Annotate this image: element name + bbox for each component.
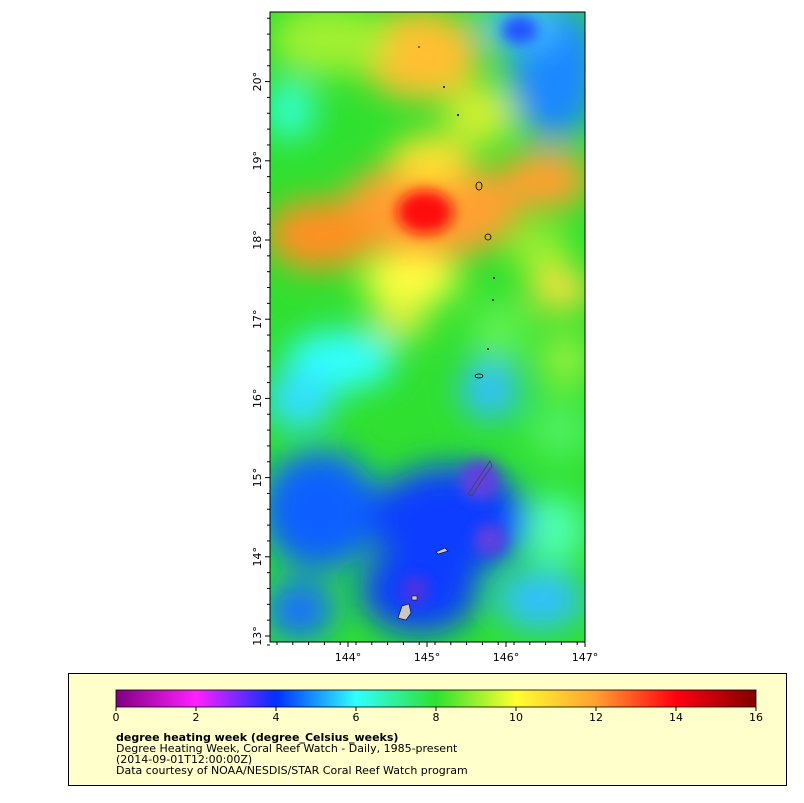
x-tick-label: 147° [572,651,599,664]
map-figure: 13° 14° 15° 16° 17° 18° 19° 20° 144° 145° 146° 147… [251,11,599,664]
x-tick-label: 146° [493,651,520,664]
legend-title: degree heating week (degree_Celsius_week… [116,731,399,744]
y-axis: 13° 14° 15° 16° 17° 18° 19° 20° [251,17,270,646]
island-outlines [397,46,495,621]
y-tick-label: 20° [251,72,264,92]
y-tick-label: 18° [251,230,264,250]
legend-time: (2014-09-01T12:00:00Z) [116,753,253,766]
y-tick-label: 13° [251,626,264,646]
x-tick-label: 144° [335,651,362,664]
heatmap-field [270,12,585,642]
x-tick-label: 145° [414,651,441,664]
y-tick-label: 14° [251,547,264,567]
y-tick-label: 19° [251,151,264,171]
y-tick-label: 17° [251,309,264,329]
x-axis: 144° 145° 146° 147° [276,642,599,664]
y-tick-label: 15° [251,468,264,488]
legend-dataset: Degree Heating Week, Coral Reef Watch - … [116,742,458,755]
y-tick-label: 16° [251,389,264,409]
legend-credit: Data courtesy of NOAA/NESDIS/STAR Coral … [116,764,468,777]
